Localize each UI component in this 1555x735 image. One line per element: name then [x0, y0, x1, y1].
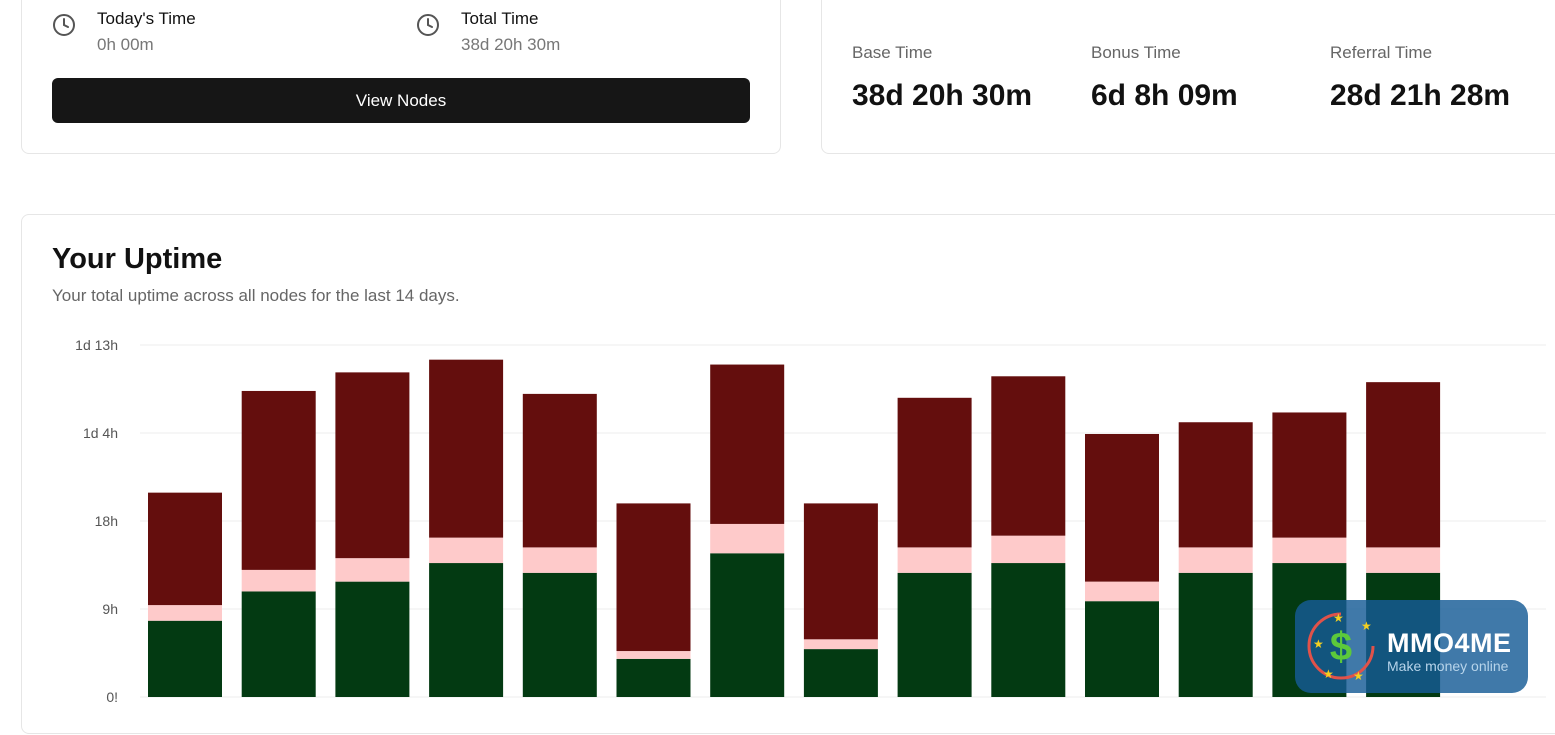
- bonus-time-value: 6d 8h 09m: [1091, 79, 1238, 112]
- clock-icon: [417, 14, 439, 36]
- y-tick-label: 1d 4h: [83, 425, 118, 441]
- bar-bonus-day-14[interactable]: [1366, 547, 1441, 573]
- bar-referral-day-7[interactable]: [710, 364, 785, 524]
- bar-referral-day-10[interactable]: [991, 376, 1066, 536]
- bar-bonus-day-5[interactable]: [522, 547, 597, 573]
- bar-referral-day-3[interactable]: [335, 372, 410, 559]
- todays-time-value: 0h 00m: [97, 35, 154, 54]
- bar-referral-day-14[interactable]: [1366, 382, 1441, 548]
- bar-bonus-day-1[interactable]: [148, 605, 222, 621]
- total-time-value: 38d 20h 30m: [461, 35, 561, 54]
- bar-referral-day-2[interactable]: [241, 390, 316, 570]
- bar-base-day-11[interactable]: [1085, 601, 1159, 697]
- clock-icon: [53, 14, 75, 36]
- mmo4me-watermark: $ ★ ★ ★ ★ ★ MMO4ME Make money online: [1295, 600, 1528, 693]
- bar-base-day-8[interactable]: [803, 649, 878, 697]
- bar-bonus-day-6[interactable]: [616, 651, 691, 659]
- bar-base-day-7[interactable]: [710, 553, 785, 697]
- time-breakdown-card: Base Time 38d 20h 30m Bonus Time 6d 8h 0…: [821, 0, 1555, 154]
- base-time-value: 38d 20h 30m: [852, 79, 1033, 112]
- svg-text:★: ★: [1333, 611, 1344, 625]
- time-summary-card: Today's Time 0h 00m Total Time 38d 20h 3…: [21, 0, 781, 154]
- bar-base-day-5[interactable]: [522, 572, 597, 697]
- bar-base-day-6[interactable]: [616, 658, 691, 697]
- bar-referral-day-5[interactable]: [522, 393, 597, 548]
- bar-bonus-day-3[interactable]: [335, 558, 410, 582]
- bar-base-day-10[interactable]: [991, 563, 1066, 697]
- svg-text:★: ★: [1313, 637, 1324, 651]
- referral-time-label: Referral Time: [1330, 43, 1433, 62]
- uptime-title: Your Uptime: [52, 243, 223, 275]
- svg-text:★: ★: [1361, 619, 1372, 633]
- y-tick-label: 0!: [106, 689, 118, 705]
- bar-bonus-day-9[interactable]: [897, 547, 972, 573]
- y-tick-label: 1d 13h: [75, 337, 118, 353]
- bar-base-day-9[interactable]: [897, 572, 972, 697]
- bar-bonus-day-2[interactable]: [241, 569, 316, 592]
- watermark-brand: MMO4ME: [1387, 628, 1512, 658]
- svg-text:★: ★: [1353, 669, 1364, 683]
- bar-bonus-day-10[interactable]: [991, 535, 1066, 564]
- watermark-tagline: Make money online: [1387, 658, 1509, 674]
- bonus-time-stat: Bonus Time 6d 8h 09m: [1091, 43, 1238, 113]
- bar-referral-day-8[interactable]: [803, 503, 878, 640]
- y-tick-label: 18h: [95, 513, 118, 529]
- bar-bonus-day-8[interactable]: [803, 639, 878, 650]
- bar-bonus-day-11[interactable]: [1085, 581, 1159, 602]
- y-tick-label: 9h: [102, 601, 118, 617]
- bonus-time-label: Bonus Time: [1091, 43, 1181, 62]
- view-nodes-button[interactable]: View Nodes: [52, 78, 750, 123]
- bar-referral-day-9[interactable]: [897, 397, 972, 548]
- referral-time-value: 28d 21h 28m: [1330, 79, 1511, 112]
- bar-referral-day-12[interactable]: [1178, 422, 1253, 548]
- bar-referral-day-13[interactable]: [1272, 412, 1347, 538]
- base-time-label: Base Time: [852, 43, 933, 62]
- bar-referral-day-11[interactable]: [1085, 433, 1159, 582]
- bar-bonus-day-12[interactable]: [1178, 547, 1253, 573]
- uptime-subtitle: Your total uptime across all nodes for t…: [52, 286, 460, 305]
- referral-time-stat: Referral Time 28d 21h 28m: [1330, 43, 1510, 113]
- bar-referral-day-6[interactable]: [616, 503, 691, 652]
- bar-base-day-2[interactable]: [241, 591, 316, 697]
- todays-time-label: Today's Time: [97, 9, 196, 28]
- bar-base-day-12[interactable]: [1178, 572, 1253, 697]
- bar-referral-day-1[interactable]: [148, 492, 222, 606]
- svg-text:★: ★: [1323, 667, 1334, 681]
- bar-base-day-1[interactable]: [148, 620, 222, 697]
- bar-bonus-day-13[interactable]: [1272, 537, 1347, 564]
- total-time-label: Total Time: [461, 9, 539, 28]
- bar-base-day-3[interactable]: [335, 581, 410, 697]
- bar-bonus-day-7[interactable]: [710, 523, 785, 554]
- base-time-stat: Base Time 38d 20h 30m: [852, 43, 1032, 113]
- bar-base-day-4[interactable]: [429, 563, 504, 697]
- bar-referral-day-4[interactable]: [429, 359, 504, 538]
- dollar-logo-icon: $ ★ ★ ★ ★ ★: [1307, 611, 1375, 683]
- svg-text:$: $: [1330, 625, 1352, 669]
- bar-bonus-day-4[interactable]: [429, 537, 504, 564]
- uptime-card: Your Uptime Your total uptime across all…: [21, 214, 1555, 734]
